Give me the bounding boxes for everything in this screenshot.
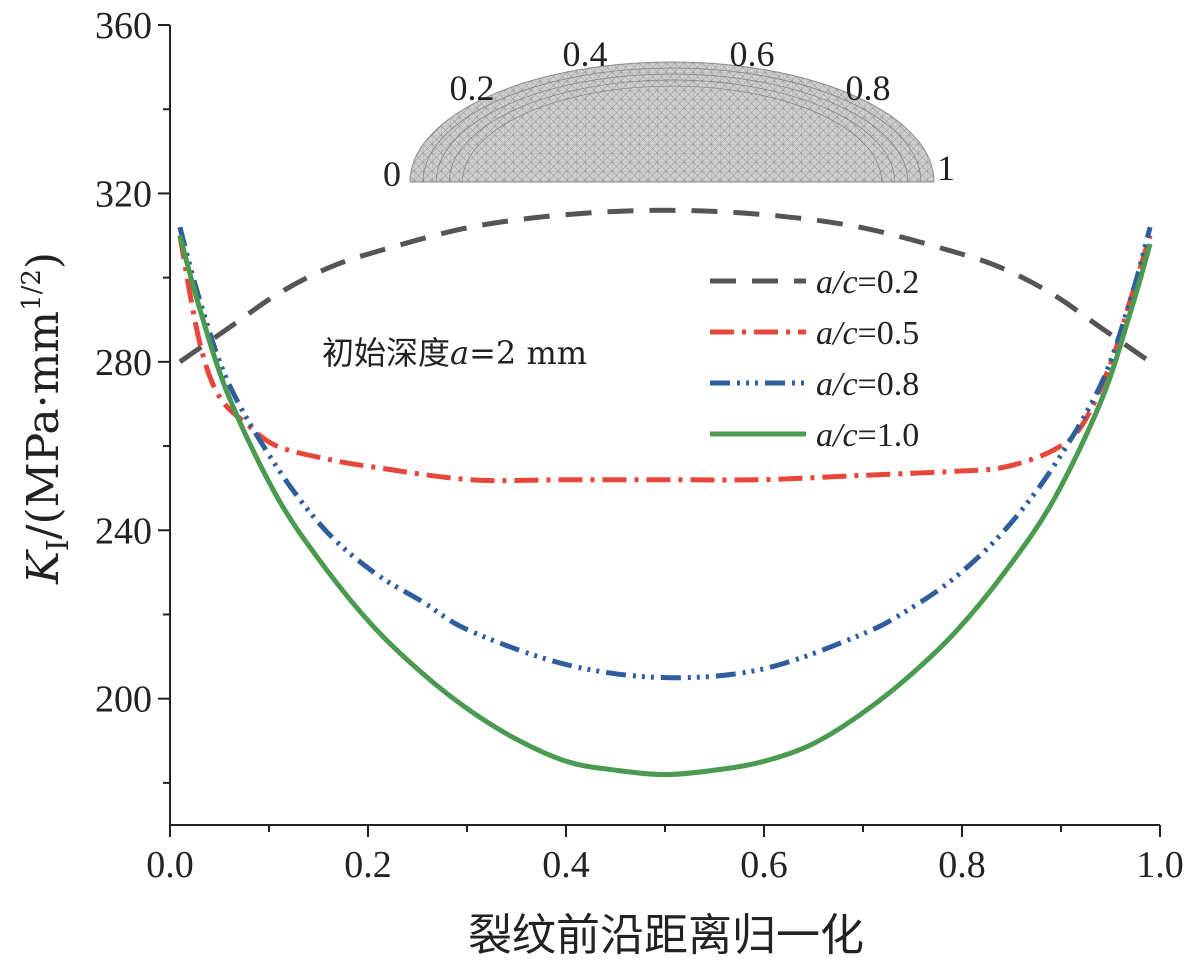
y-axis-subscript: I — [41, 539, 76, 551]
x-tick-label: 0.4 — [542, 844, 590, 886]
x-axis-title: 裂纹前沿距离归一化 — [468, 910, 864, 961]
mesh-ring — [422, 67, 922, 183]
annotation-suffix: =2 mm — [469, 334, 587, 372]
inset-label: 0.2 — [450, 68, 495, 108]
y-axis-title-group: KI/(MPa·mm1/2) — [17, 252, 76, 585]
legend: a/c=0.2a/c=0.5a/c=0.8a/c=1.0 — [710, 264, 919, 454]
legend-label-value: =0.5 — [858, 315, 920, 352]
crack-front-mesh-inset: 0 0.2 0.4 0.6 0.8 1 — [383, 34, 955, 194]
y-tick-label: 200 — [95, 679, 152, 721]
legend-label-var: a/c — [816, 366, 858, 403]
mesh-ring — [448, 79, 896, 183]
legend-label: a/c=0.2 — [816, 264, 919, 301]
chart-axes: 0.0 0.2 0.4 0.6 0.8 1.0 200 240 280 320 360 — [95, 5, 1184, 886]
inset-label: 0.8 — [846, 68, 891, 108]
y-tick-label: 360 — [95, 5, 152, 47]
y-tick-label: 320 — [95, 173, 152, 215]
annotation-var: a — [450, 334, 469, 372]
legend-label-var: a/c — [816, 264, 858, 301]
y-tick-label: 240 — [95, 510, 152, 552]
legend-label: a/c=0.8 — [816, 366, 919, 403]
series-line-2 — [177, 226, 1153, 681]
legend-label-value: =0.8 — [858, 366, 920, 403]
x-tick-label: 0.8 — [938, 844, 986, 886]
y-axis-unit-close: ) — [18, 252, 69, 269]
inset-label: 0 — [383, 154, 401, 194]
y-axis-title: KI/(MPa·mm1/2) — [17, 252, 76, 585]
series-line-1 — [177, 234, 1153, 484]
inset-label: 0.6 — [730, 34, 775, 74]
inset-label: 1 — [937, 148, 955, 188]
y-axis-unit-sup: 1/2 — [17, 269, 47, 311]
mesh-ring — [435, 73, 909, 183]
legend-label: a/c=0.5 — [816, 315, 919, 352]
y-axis-symbol: K — [18, 549, 69, 585]
x-tick-label: 0.6 — [740, 844, 788, 886]
legend-label-value: =0.2 — [858, 264, 920, 301]
x-tick-label: 1.0 — [1136, 844, 1184, 886]
legend-label-var: a/c — [816, 417, 858, 454]
x-tick-label: 0.2 — [344, 844, 392, 886]
legend-label-var: a/c — [816, 315, 858, 352]
mesh-ring — [462, 85, 882, 183]
legend-label-value: =1.0 — [858, 417, 920, 454]
x-tick-label: 0.0 — [146, 844, 194, 886]
legend-label: a/c=1.0 — [816, 417, 919, 454]
inset-label: 0.4 — [563, 34, 608, 74]
annotation-prefix: 初始深度 — [322, 334, 450, 372]
series-line-0 — [178, 207, 1152, 364]
y-tick-label: 280 — [95, 342, 152, 384]
y-axis-unit-open: /(MPa·mm — [18, 311, 69, 539]
initial-depth-annotation: 初始深度a=2 mm — [322, 334, 587, 372]
plot-area — [177, 207, 1153, 777]
series-line-3 — [177, 234, 1153, 777]
